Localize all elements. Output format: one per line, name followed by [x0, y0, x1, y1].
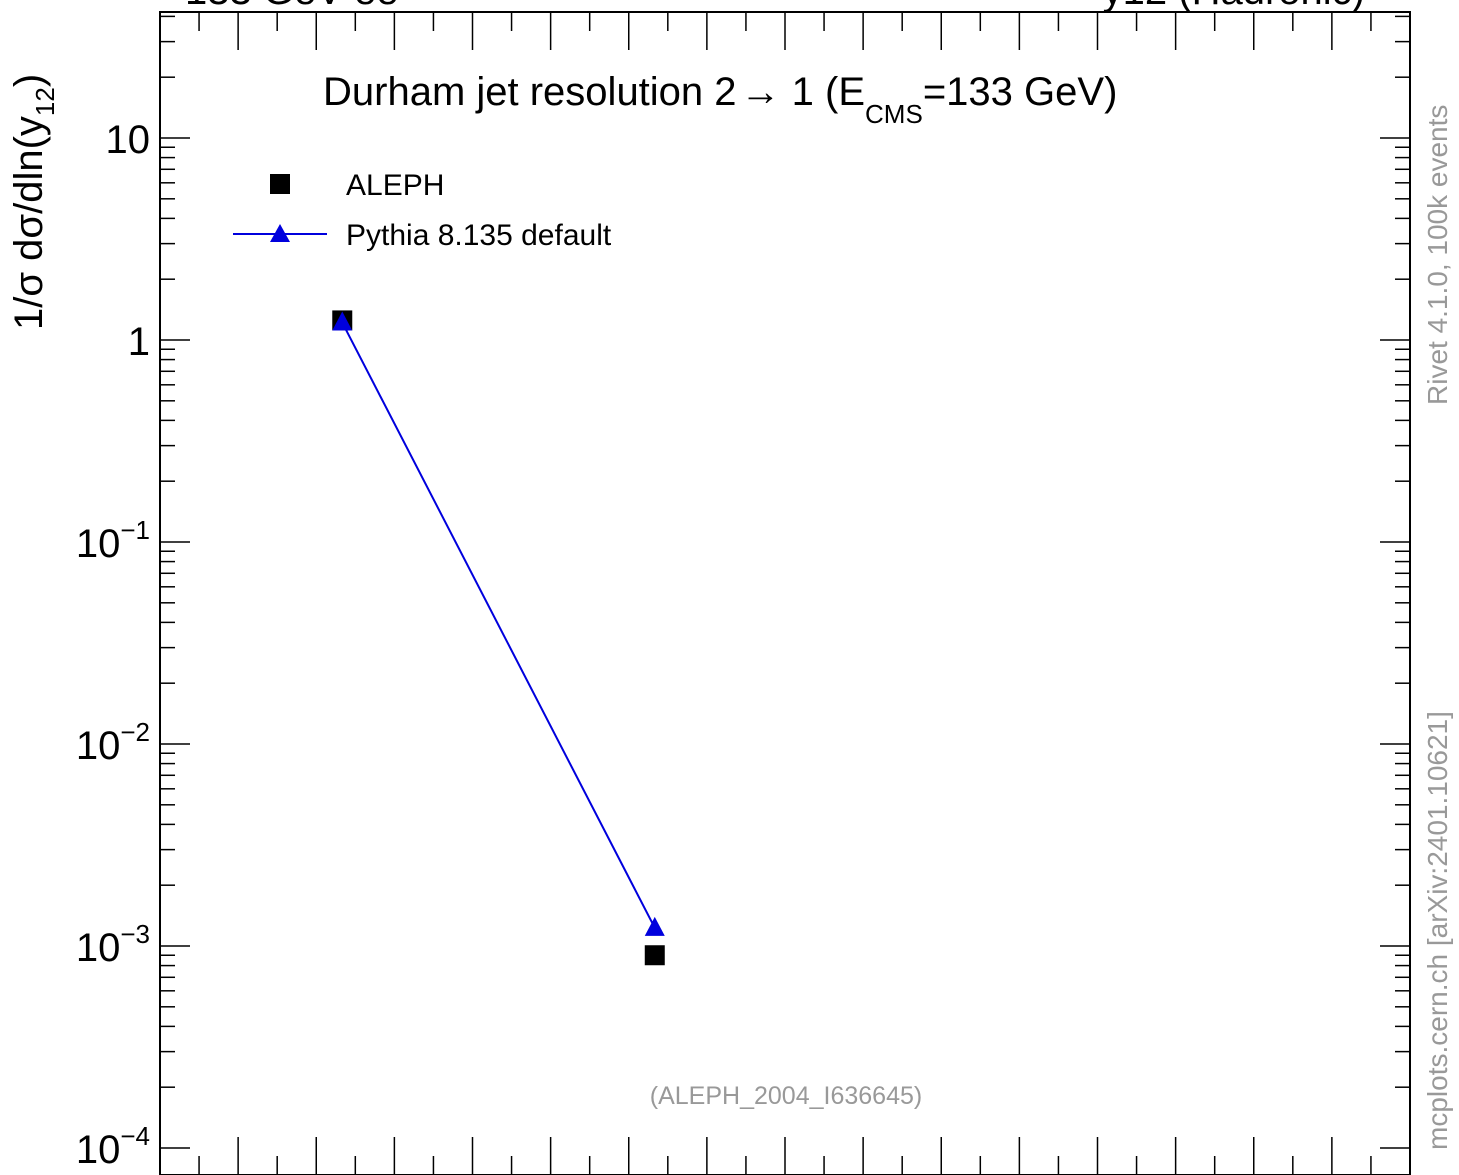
y-tick-label: 10: [106, 118, 151, 162]
y-tick-label: 1: [128, 320, 150, 364]
title-tail: =133 GeV): [923, 70, 1118, 114]
y-tick-label: 10−2: [76, 717, 150, 768]
mcplots-citation-label: mcplots.cern.ch [arXiv:2401.10621]: [1422, 711, 1453, 1150]
axis-ticks: [159, 12, 1411, 1175]
rivet-version-label: Rivet 4.1.0, 100k events: [1422, 105, 1453, 405]
title-mid: 1 (E: [781, 70, 865, 114]
y-tick-label: 10−1: [76, 515, 150, 566]
ylabel-tail: ): [7, 74, 51, 87]
legend-marker-aleph: [270, 174, 290, 194]
legend: ALEPH Pythia 8.135 default: [233, 169, 612, 252]
analysis-watermark: (ALEPH_2004_I636645): [650, 1082, 922, 1110]
pythia-data-point: [644, 916, 665, 936]
pythia-data-point: [332, 311, 353, 331]
legend-label-aleph: ALEPH: [346, 169, 444, 202]
pythia-line: [341, 322, 656, 929]
y-tick-label: 10−3: [76, 919, 150, 970]
chart-title: Durham jet resolution 2 → 1 (ECMS=133 GeV…: [323, 70, 1117, 129]
y-tick-labels: 1 10 10−1 10−2 10−3 10−4: [76, 118, 150, 1172]
series-layer: [332, 310, 665, 966]
header-left-cut: 133 GeV ee: [185, 0, 399, 13]
y-tick-label: 10−4: [76, 1121, 150, 1172]
aleph-data-point: [644, 945, 665, 966]
header-right-cut: y12 (Hadronic): [1103, 0, 1365, 13]
ylabel-main: 1/σ dσ/dln(y: [7, 116, 51, 330]
legend-marker-pythia: [270, 224, 290, 242]
title-arrow: →: [741, 70, 781, 114]
ylabel-sub: 12: [30, 87, 60, 116]
y-axis-label: 1/σ dσ/dln(y12): [7, 74, 60, 330]
title-main: Durham jet resolution 2: [323, 70, 737, 114]
legend-label-pythia: Pythia 8.135 default: [346, 219, 612, 252]
title-sub: CMS: [865, 99, 923, 129]
